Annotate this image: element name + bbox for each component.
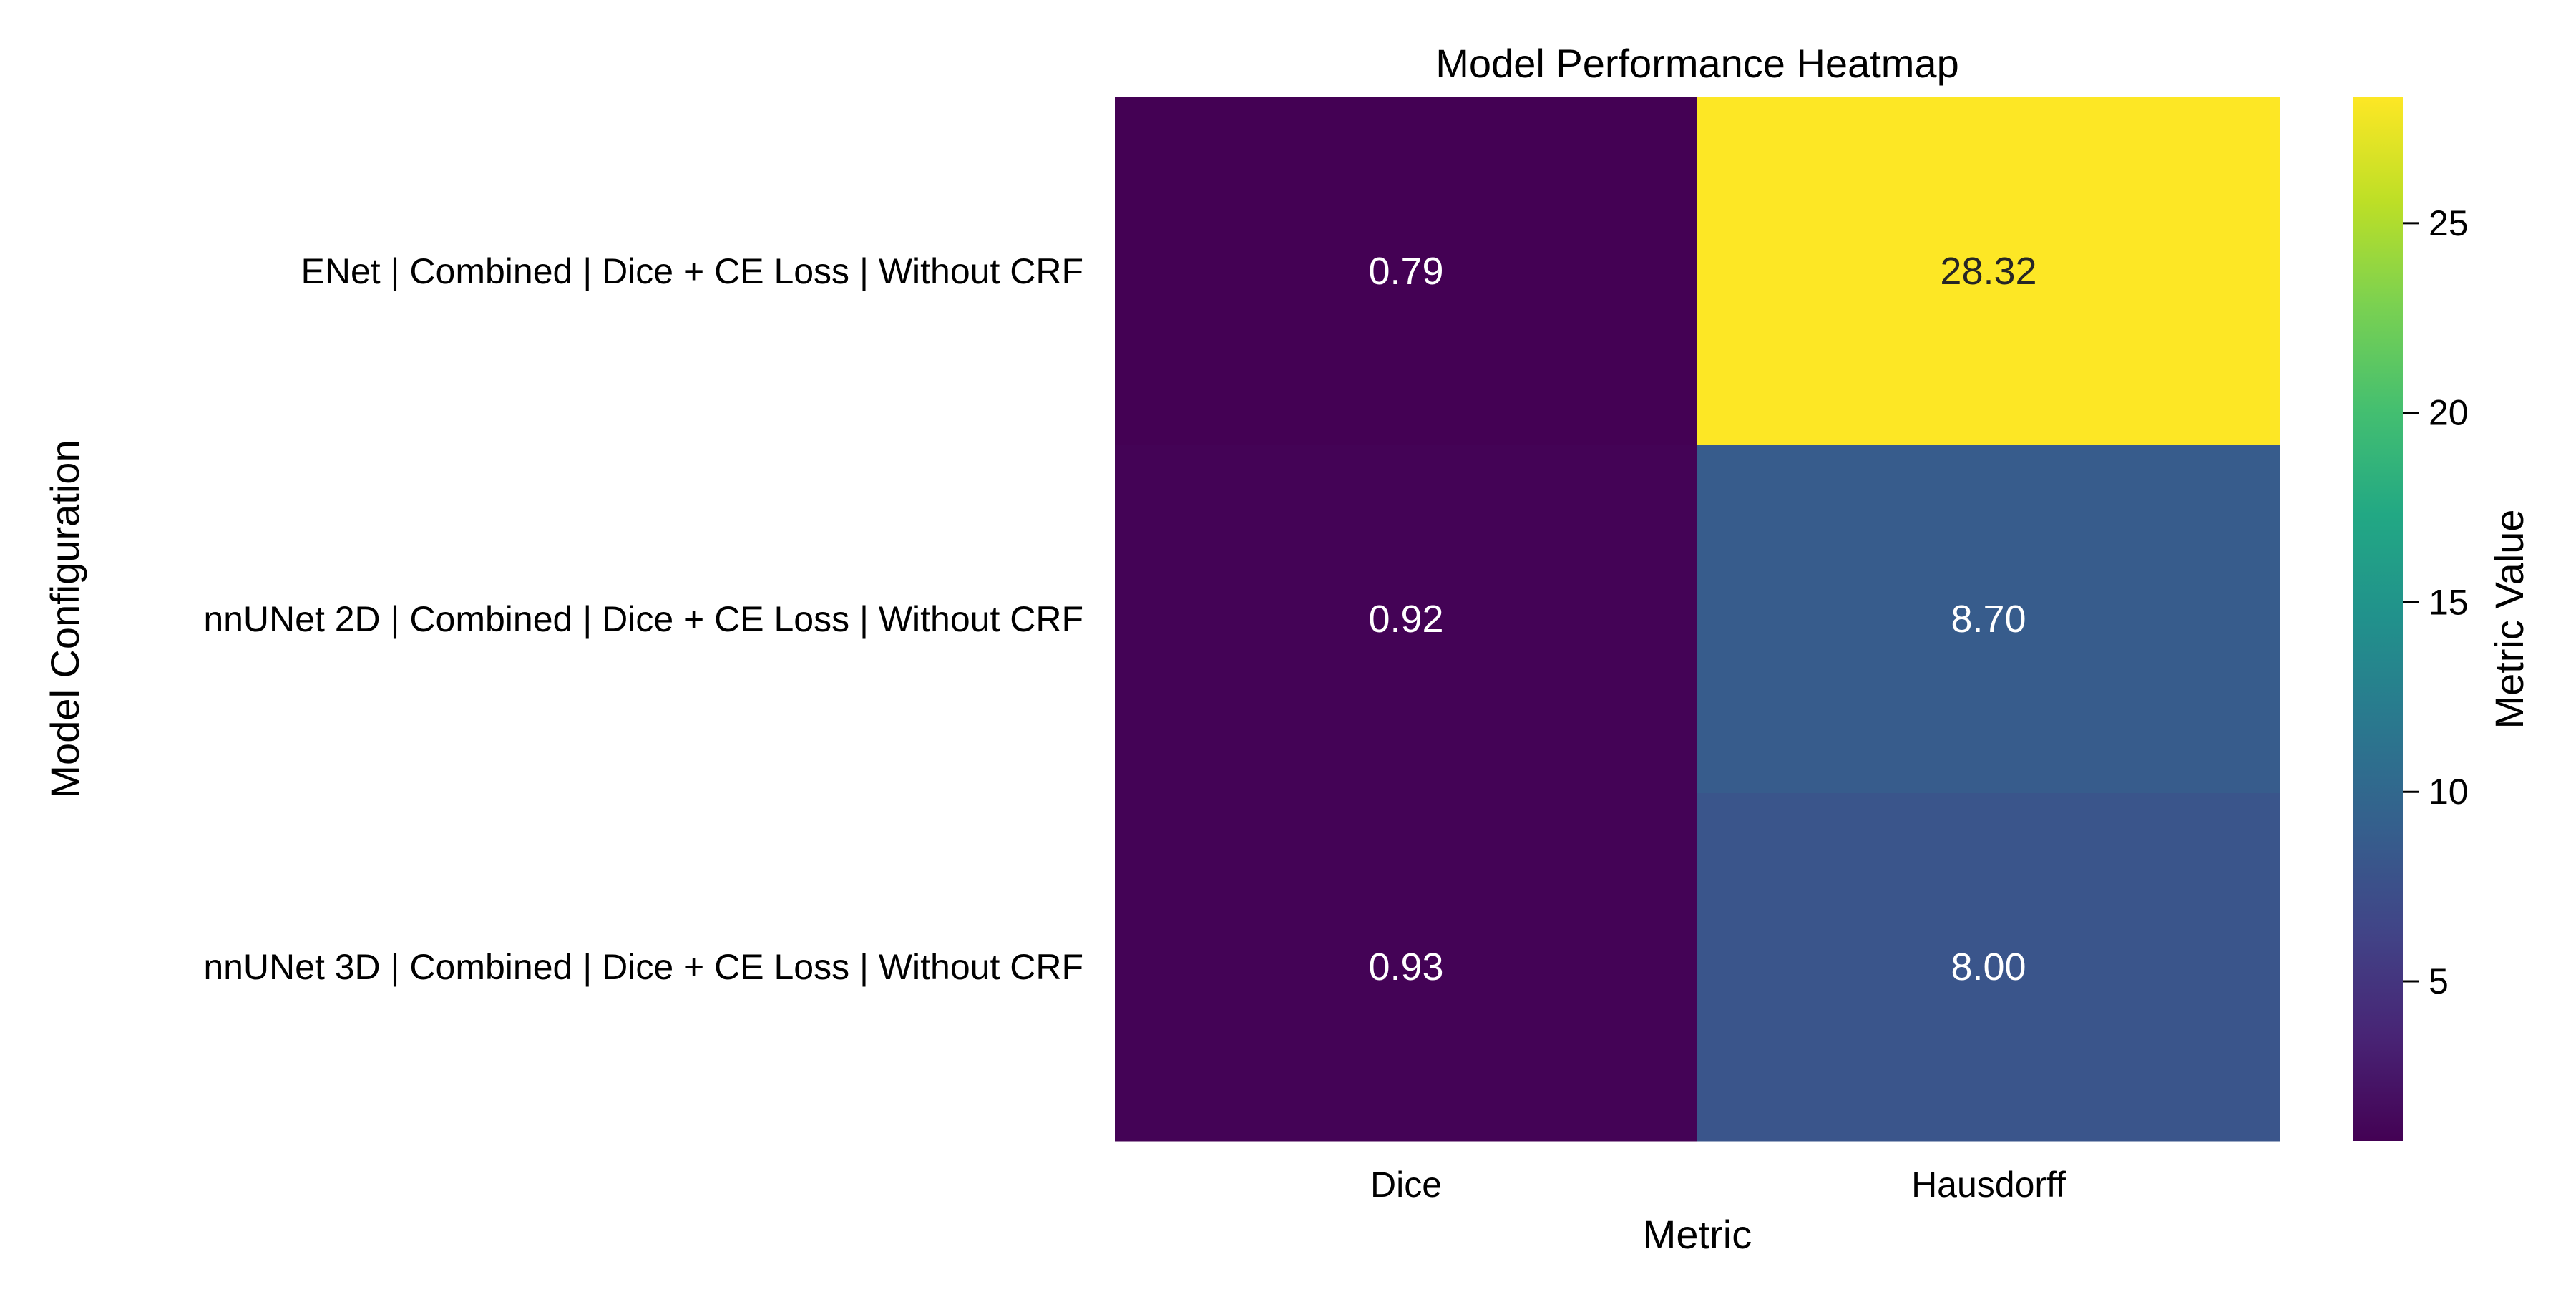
colorbar: 5 10 15 20 25 Metric Value [2353,97,2532,1141]
heatmap-cell [1697,97,2280,446]
heatmap-cell [1115,445,1698,794]
y-tick-label: ENet | Combined | Dice + CE Loss | Witho… [301,251,1083,291]
colorbar-tick-label: 5 [2429,961,2449,1001]
colorbar-ticks: 5 10 15 20 25 [2403,203,2469,1001]
x-axis-label: Metric [1643,1212,1752,1257]
y-tick-label: nnUNet 2D | Combined | Dice + CE Loss | … [203,599,1083,639]
heatmap-cell [1115,793,1698,1142]
heatmap-cells [1115,97,2280,1142]
y-axis-label: Model Configuration [42,439,87,798]
cell-value-label: 0.92 [1368,598,1443,641]
heatmap-cell [1697,793,2280,1142]
heatmap-cell [1697,445,2280,794]
cell-value-label: 8.70 [1951,598,2026,641]
x-tick-label: Dice [1370,1165,1442,1205]
colorbar-tick-label: 20 [2429,393,2469,433]
cell-value-label: 28.32 [1940,250,2036,293]
cell-value-label: 8.00 [1951,946,2026,989]
cell-value-label: 0.93 [1368,946,1443,989]
colorbar-tick-label: 25 [2429,203,2469,243]
x-tick-label: Hausdorff [1911,1165,2066,1205]
chart-title: Model Performance Heatmap [1435,41,1958,86]
colorbar-gradient [2353,97,2403,1141]
colorbar-label: Metric Value [2487,509,2532,729]
x-axis-ticks: Dice Hausdorff [1370,1165,2066,1205]
y-tick-label: nnUNet 3D | Combined | Dice + CE Loss | … [203,947,1083,987]
y-axis-ticks: ENet | Combined | Dice + CE Loss | Witho… [203,251,1083,987]
heatmap-cell [1115,97,1698,446]
colorbar-tick-label: 10 [2429,772,2469,812]
colorbar-tick-label: 15 [2429,582,2469,622]
cell-value-label: 0.79 [1368,250,1443,293]
heatmap-cell-labels: 0.79 28.32 0.92 8.70 0.93 8.00 [1368,250,2036,989]
